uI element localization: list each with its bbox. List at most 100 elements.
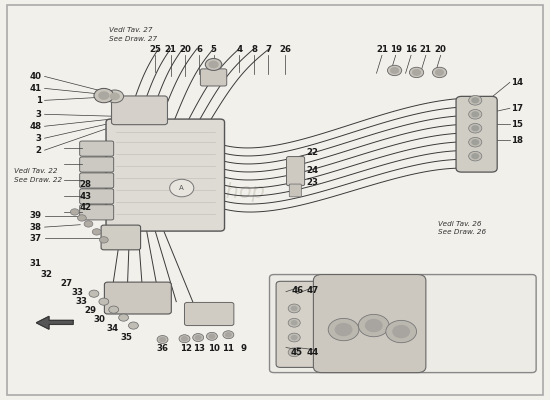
Circle shape bbox=[469, 138, 482, 147]
FancyBboxPatch shape bbox=[80, 205, 114, 220]
Circle shape bbox=[157, 336, 168, 344]
Text: 35: 35 bbox=[120, 333, 133, 342]
FancyBboxPatch shape bbox=[456, 96, 497, 172]
Circle shape bbox=[292, 306, 297, 310]
FancyBboxPatch shape bbox=[314, 274, 426, 372]
Circle shape bbox=[436, 70, 443, 75]
Text: 28: 28 bbox=[79, 180, 91, 188]
FancyBboxPatch shape bbox=[80, 141, 114, 156]
Circle shape bbox=[432, 67, 447, 78]
Text: 11: 11 bbox=[222, 344, 234, 353]
Text: 38: 38 bbox=[30, 223, 42, 232]
Text: eurobshop: eurobshop bbox=[154, 182, 265, 202]
Text: Vedi Tav. 26
See Draw. 26: Vedi Tav. 26 See Draw. 26 bbox=[438, 221, 487, 235]
FancyBboxPatch shape bbox=[289, 184, 301, 197]
Circle shape bbox=[119, 314, 129, 321]
Text: 41: 41 bbox=[30, 84, 42, 93]
Text: 30: 30 bbox=[93, 315, 105, 324]
Circle shape bbox=[209, 334, 214, 338]
Circle shape bbox=[223, 331, 234, 339]
Circle shape bbox=[390, 68, 398, 73]
Circle shape bbox=[169, 179, 194, 197]
Text: 13: 13 bbox=[193, 344, 205, 353]
Circle shape bbox=[472, 126, 478, 131]
Circle shape bbox=[292, 350, 297, 354]
Circle shape bbox=[160, 338, 166, 342]
Circle shape bbox=[92, 229, 101, 235]
Circle shape bbox=[78, 215, 86, 221]
Circle shape bbox=[288, 318, 300, 327]
Text: 47: 47 bbox=[306, 286, 318, 295]
FancyBboxPatch shape bbox=[80, 189, 114, 204]
Text: 46: 46 bbox=[292, 286, 304, 295]
Text: 7: 7 bbox=[265, 45, 272, 54]
Polygon shape bbox=[36, 316, 73, 329]
FancyBboxPatch shape bbox=[184, 302, 234, 326]
Circle shape bbox=[209, 61, 218, 68]
Circle shape bbox=[469, 96, 482, 105]
Circle shape bbox=[472, 98, 478, 103]
Text: 21: 21 bbox=[420, 45, 432, 54]
FancyBboxPatch shape bbox=[80, 157, 114, 172]
Text: 23: 23 bbox=[307, 178, 319, 187]
Text: 2: 2 bbox=[36, 146, 42, 155]
Text: 20: 20 bbox=[179, 45, 191, 54]
Text: 37: 37 bbox=[30, 234, 42, 243]
FancyBboxPatch shape bbox=[270, 274, 536, 372]
Text: 48: 48 bbox=[30, 122, 42, 131]
Circle shape bbox=[106, 90, 124, 103]
Circle shape bbox=[472, 140, 478, 144]
Circle shape bbox=[192, 334, 204, 342]
Text: 32: 32 bbox=[41, 270, 53, 280]
Text: 4: 4 bbox=[236, 45, 243, 54]
Text: 33: 33 bbox=[71, 288, 83, 297]
Circle shape bbox=[336, 324, 352, 336]
Circle shape bbox=[288, 348, 300, 357]
Text: 15: 15 bbox=[511, 120, 523, 129]
Text: 25: 25 bbox=[150, 45, 161, 54]
Text: 14: 14 bbox=[511, 78, 523, 87]
Circle shape bbox=[472, 112, 478, 117]
FancyBboxPatch shape bbox=[101, 225, 141, 250]
Circle shape bbox=[472, 154, 478, 158]
Text: 21: 21 bbox=[376, 45, 388, 54]
FancyBboxPatch shape bbox=[200, 69, 227, 86]
Text: 26: 26 bbox=[279, 45, 291, 54]
Circle shape bbox=[292, 321, 297, 325]
Text: 16: 16 bbox=[405, 45, 417, 54]
Text: Vedi Tav. 22
See Draw. 22: Vedi Tav. 22 See Draw. 22 bbox=[14, 168, 63, 182]
Text: 5: 5 bbox=[211, 45, 217, 54]
Circle shape bbox=[195, 336, 201, 340]
Circle shape bbox=[386, 320, 416, 343]
Text: 39: 39 bbox=[30, 212, 42, 220]
Circle shape bbox=[288, 304, 300, 313]
Text: 36: 36 bbox=[157, 344, 168, 353]
Text: Vedi Tav. 27
See Draw. 27: Vedi Tav. 27 See Draw. 27 bbox=[109, 27, 157, 42]
Text: 33: 33 bbox=[75, 297, 87, 306]
Text: 10: 10 bbox=[207, 344, 219, 353]
FancyBboxPatch shape bbox=[80, 173, 114, 188]
Circle shape bbox=[412, 70, 420, 75]
Circle shape bbox=[111, 93, 119, 100]
Text: 8: 8 bbox=[251, 45, 257, 54]
FancyBboxPatch shape bbox=[104, 282, 171, 314]
Text: 3: 3 bbox=[36, 110, 42, 119]
Circle shape bbox=[205, 58, 222, 70]
Circle shape bbox=[469, 124, 482, 133]
Text: 34: 34 bbox=[107, 324, 119, 333]
Text: 45: 45 bbox=[291, 348, 303, 357]
FancyBboxPatch shape bbox=[276, 281, 326, 368]
Circle shape bbox=[292, 336, 297, 340]
Text: 43: 43 bbox=[79, 192, 91, 200]
Text: 31: 31 bbox=[30, 259, 42, 268]
Text: 12: 12 bbox=[180, 344, 192, 353]
Circle shape bbox=[393, 326, 409, 338]
Circle shape bbox=[99, 298, 109, 305]
Text: 21: 21 bbox=[165, 45, 177, 54]
Circle shape bbox=[109, 306, 119, 313]
Circle shape bbox=[94, 88, 114, 103]
Circle shape bbox=[328, 318, 359, 341]
Circle shape bbox=[409, 67, 424, 78]
Text: A: A bbox=[179, 185, 184, 191]
Circle shape bbox=[182, 337, 187, 341]
